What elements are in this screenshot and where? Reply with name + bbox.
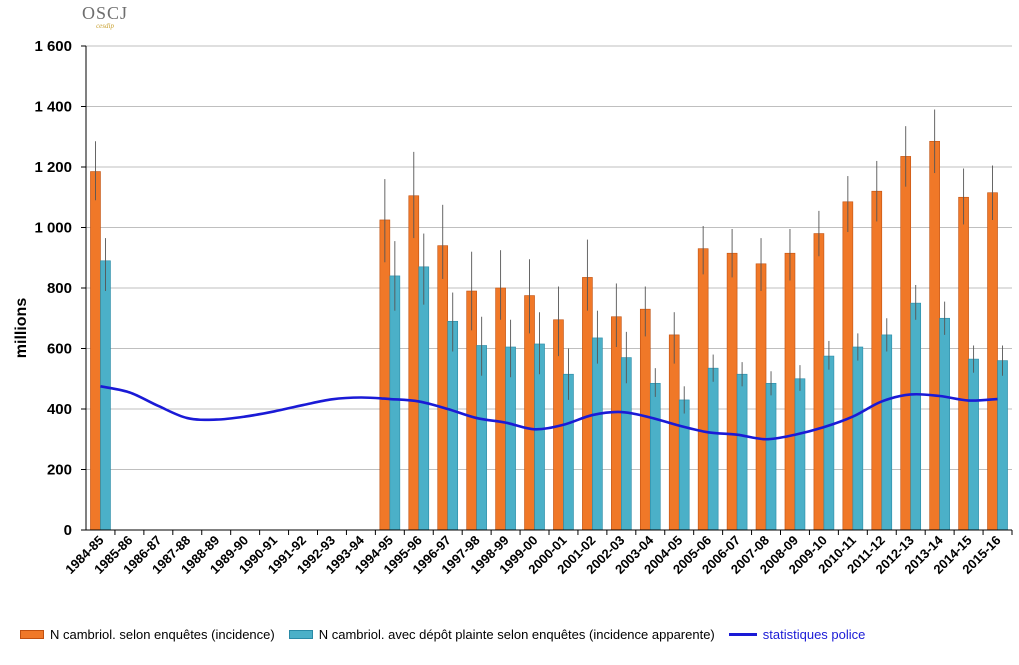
bar-incidence: [697, 248, 709, 531]
y-tick-label: 600: [47, 341, 72, 358]
bar-incidence: [437, 245, 449, 531]
legend-label-police: statistiques police: [762, 626, 866, 642]
gridlines: [86, 45, 1012, 470]
oscj-logo: OSCJ cesdip: [82, 4, 128, 30]
legend-swatch-line: [728, 632, 757, 636]
bar-incidence: [408, 195, 420, 531]
bar-apparent: [881, 334, 893, 531]
bar-incidence: [987, 192, 998, 531]
legend-swatch-blue: [288, 629, 313, 639]
bar-apparent: [852, 346, 864, 531]
police-line: [100, 385, 998, 441]
bars: [90, 140, 1008, 531]
axes: [81, 45, 1013, 535]
bar-incidence: [90, 171, 101, 531]
y-tick-label: 1 600: [34, 38, 72, 55]
bar-apparent: [910, 302, 922, 531]
bar-apparent: [447, 320, 459, 531]
legend-item-apparent: N cambriol. avec dépôt plainte selon enq…: [288, 626, 715, 642]
bar-incidence: [639, 308, 651, 531]
bar-incidence: [958, 196, 969, 531]
bar-apparent: [968, 358, 979, 531]
bar-incidence: [379, 219, 391, 531]
bar-incidence: [668, 334, 680, 531]
logo-text: OSCJ: [82, 3, 129, 23]
bar-apparent: [389, 275, 401, 531]
bar-incidence: [755, 263, 767, 531]
bar-apparent: [418, 266, 430, 531]
police-series-line: [100, 385, 998, 441]
y-tick-label: 0: [64, 522, 72, 539]
y-tick-label: 200: [47, 462, 72, 479]
bar-incidence: [726, 252, 738, 531]
bar-apparent: [621, 357, 632, 531]
bar-apparent: [649, 382, 661, 531]
bar-incidence: [929, 140, 940, 531]
legend-label-incidence: N cambriol. selon enquêtes (incidence): [50, 626, 275, 642]
y-tick-label: 400: [47, 401, 72, 418]
bar-apparent: [736, 373, 748, 531]
y-tick-label: 1 400: [34, 99, 72, 116]
bar-incidence: [582, 277, 593, 531]
error-bars: [95, 109, 1003, 414]
y-tick-label: 800: [47, 280, 72, 297]
legend-item-police: statistiques police: [728, 626, 866, 642]
bar-apparent: [823, 355, 835, 531]
x-tick-labels: 1984-851985-861986-871987-881988-891989-…: [62, 532, 1003, 577]
bar-incidence: [842, 201, 854, 531]
bar-apparent: [592, 337, 603, 531]
bar-incidence: [611, 316, 622, 531]
bar-incidence: [495, 287, 506, 531]
bar-apparent: [100, 260, 111, 531]
bar-incidence: [900, 156, 912, 531]
bar-apparent: [997, 360, 1008, 531]
bar-incidence: [784, 252, 796, 531]
bar-incidence: [813, 233, 825, 531]
bar-apparent: [765, 382, 777, 531]
legend-swatch-orange: [20, 629, 44, 639]
y-tick-labels: 0 200 400 600 800 1 000 1 200 1 400 1 600: [34, 38, 72, 539]
y-tick-label: 1 200: [34, 159, 72, 176]
bar-apparent: [794, 378, 806, 531]
y-axis-label: millions: [13, 298, 30, 359]
legend: N cambriol. selon enquêtes (incidence) N…: [20, 624, 879, 644]
legend-item-incidence: N cambriol. selon enquêtes (incidence): [20, 627, 275, 642]
bar-incidence: [871, 190, 883, 531]
bar-apparent: [678, 399, 690, 531]
y-tick-label: 1 000: [34, 220, 72, 237]
bar-apparent: [707, 367, 719, 531]
legend-label-apparent: N cambriol. avec dépôt plainte selon enq…: [318, 626, 715, 642]
logo-subtext: cesdip: [96, 22, 114, 30]
bar-apparent: [939, 317, 950, 531]
